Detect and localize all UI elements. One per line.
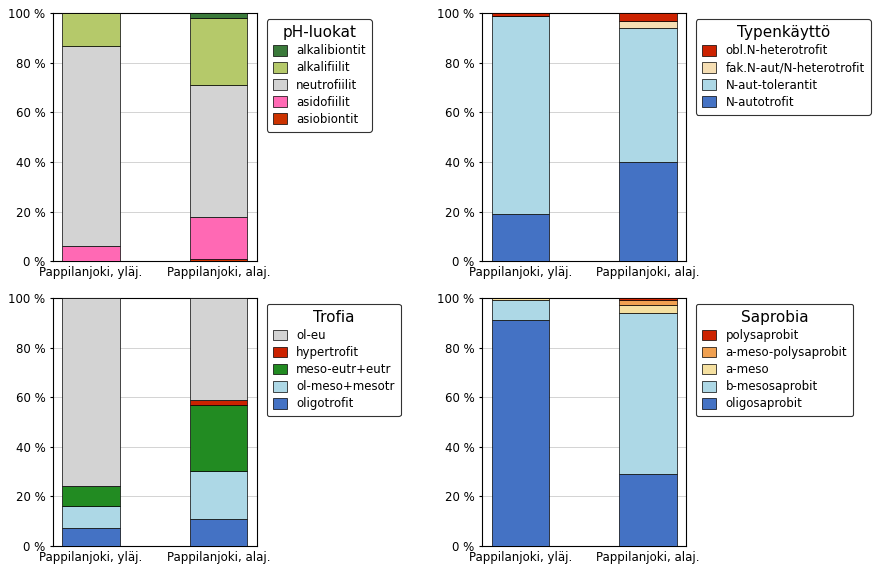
Bar — [492, 300, 549, 320]
Bar — [190, 400, 248, 404]
Bar — [63, 486, 120, 506]
Bar — [63, 46, 120, 247]
Legend: polysaprobit, a-meso-polysaprobit, a-meso, b-mesosaprobit, oligosaprobit: polysaprobit, a-meso-polysaprobit, a-mes… — [696, 304, 853, 416]
Bar — [190, 298, 248, 400]
Bar — [190, 471, 248, 519]
Bar — [190, 519, 248, 546]
Bar — [619, 298, 677, 300]
Legend: alkalibiontit, alkalifiilit, neutrofiilit, asidofiilit, asiobiontit: alkalibiontit, alkalifiilit, neutrofiili… — [267, 19, 372, 132]
Bar — [619, 28, 677, 162]
Bar — [492, 320, 549, 546]
Bar — [190, 13, 248, 18]
Bar — [619, 305, 677, 313]
Bar — [619, 313, 677, 474]
Bar — [63, 298, 120, 486]
Bar — [619, 300, 677, 305]
Bar — [492, 214, 549, 261]
Legend: obl.N-heterotrofit, fak.N-aut/N-heterotrofit, N-aut-tolerantit, N-autotrofit: obl.N-heterotrofit, fak.N-aut/N-heterotr… — [696, 19, 870, 114]
Bar — [190, 404, 248, 471]
Bar — [63, 13, 120, 46]
Bar — [619, 474, 677, 546]
Bar — [619, 13, 677, 21]
Bar — [63, 506, 120, 529]
Bar — [492, 13, 549, 16]
Bar — [492, 298, 549, 300]
Bar — [63, 529, 120, 546]
Bar — [492, 16, 549, 214]
Bar — [190, 18, 248, 85]
Bar — [63, 247, 120, 261]
Bar — [619, 162, 677, 261]
Bar — [190, 85, 248, 217]
Bar — [619, 21, 677, 28]
Bar — [190, 259, 248, 261]
Bar — [190, 217, 248, 259]
Legend: ol-eu, hypertrofit, meso-eutr+eutr, ol-meso+mesotr, oligotrofit: ol-eu, hypertrofit, meso-eutr+eutr, ol-m… — [267, 304, 401, 416]
